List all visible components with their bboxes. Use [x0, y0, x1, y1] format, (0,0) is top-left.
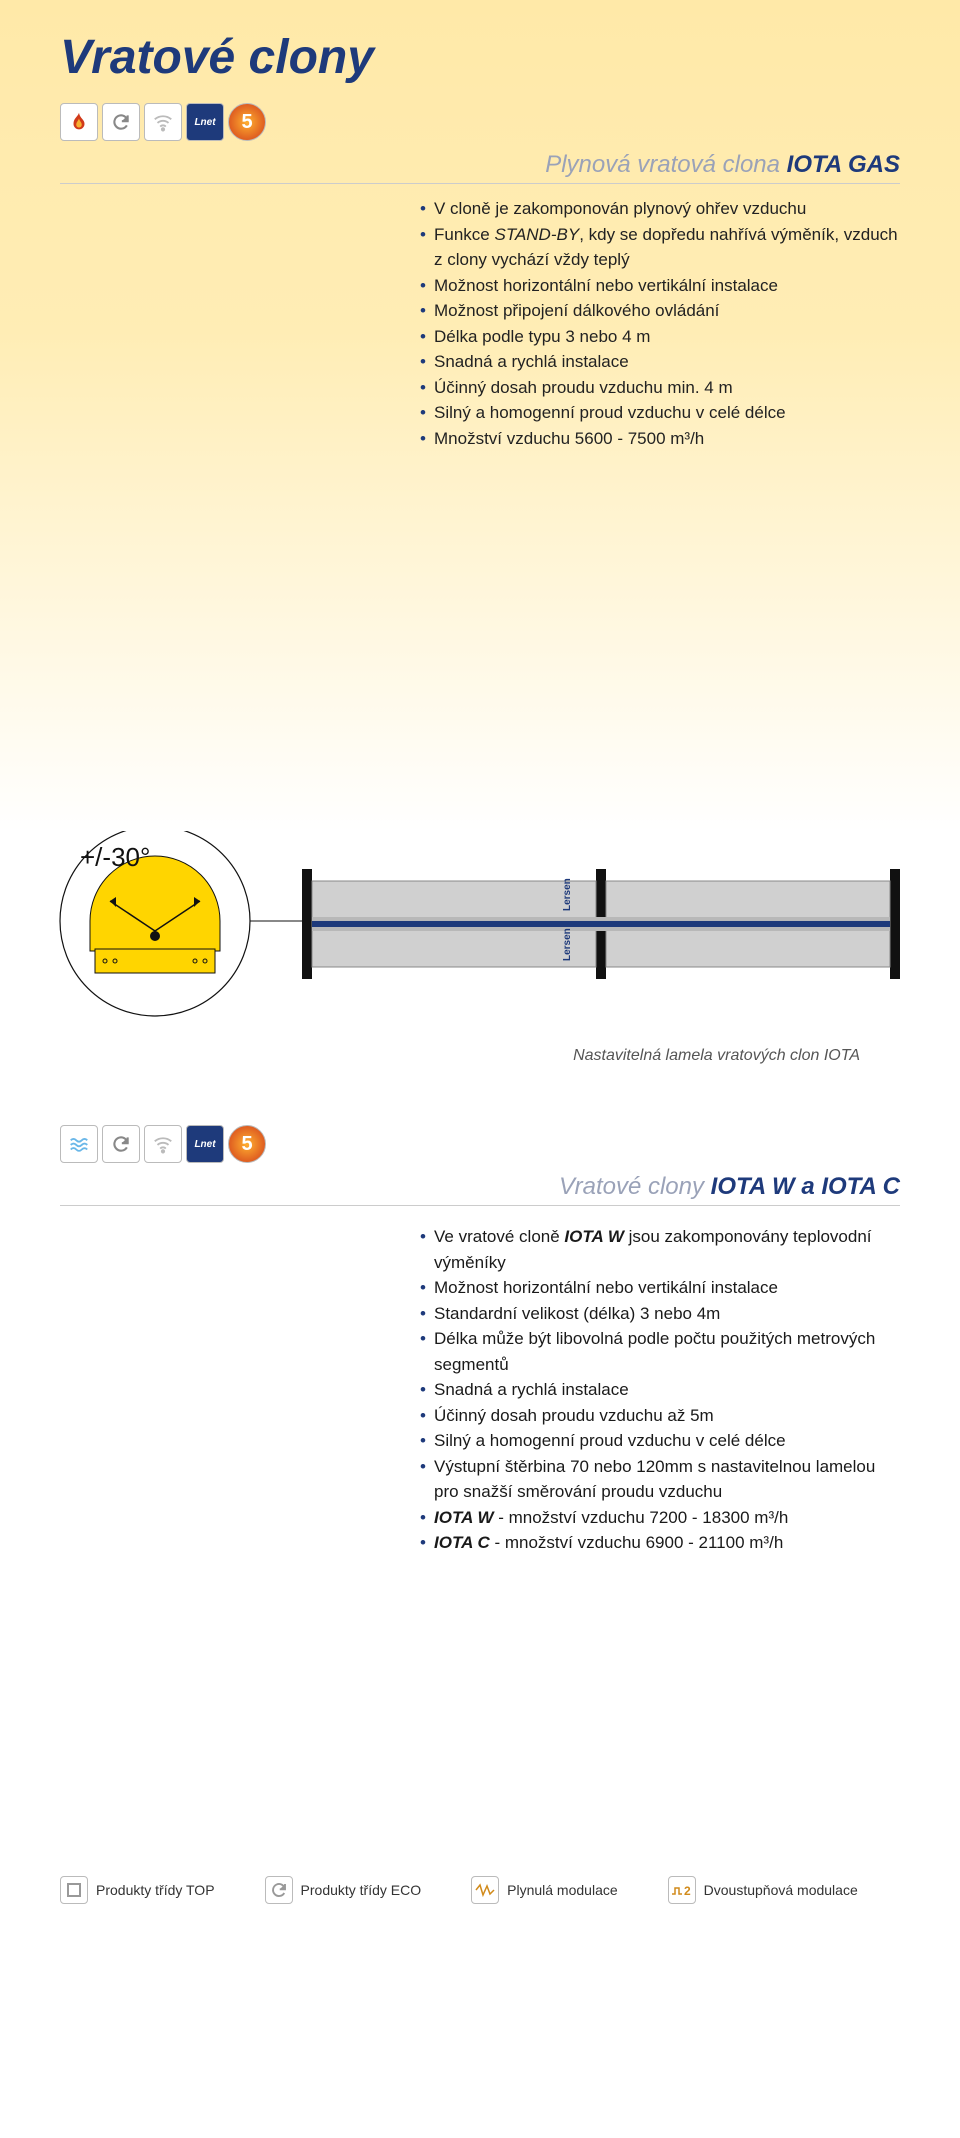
bullet-item: IOTA W - množství vzduchu 7200 - 18300 m… [420, 1505, 900, 1531]
svg-text:2: 2 [684, 1884, 691, 1898]
section1-subtitle: Plynová vratová clona IOTA GAS [60, 151, 900, 184]
footer-item: 2 Dvoustupňová modulace [668, 1876, 858, 1904]
warranty-5-icon: 5 [228, 1125, 266, 1163]
subtitle-strong: IOTA GAS [787, 151, 900, 178]
bullet-item: Snadná a rychlá instalace [420, 349, 900, 375]
footer-legend: Produkty třídy TOP Produkty třídy ECO Pl… [0, 1856, 960, 1944]
bullet-item: Silný a homogenní proud vzduchu v celé d… [420, 1428, 900, 1454]
footer-label: Dvoustupňová modulace [704, 1882, 858, 1898]
water-waves-icon [60, 1125, 98, 1163]
wifi-icon [144, 103, 182, 141]
top-class-icon [60, 1876, 88, 1904]
bullet-item: V cloně je zakomponován plynový ohřev vz… [420, 196, 900, 222]
bullet-item: Účinný dosah proudu vzduchu min. 4 m [420, 375, 900, 401]
lnet-icon: Lnet [186, 103, 224, 141]
lnet-icon: Lnet [186, 1125, 224, 1163]
bullet-item: Ve vratové cloně IOTA W jsou zakomponová… [420, 1224, 900, 1275]
lamela-diagram: +/-30° Lersen Lersen [50, 831, 910, 1031]
subtitle-strong: IOTA W a IOTA C [711, 1173, 900, 1200]
footer-label: Produkty třídy ECO [301, 1882, 422, 1898]
bullet-item: Výstupní štěrbina 70 nebo 120mm s nastav… [420, 1454, 900, 1505]
section2-bullets: Ve vratové cloně IOTA W jsou zakomponová… [420, 1224, 900, 1556]
page: Vratové clony Lnet 5 Plynová vratová clo… [0, 0, 960, 1944]
icon-row-2: Lnet 5 [60, 1125, 900, 1163]
bullet-item: Účinný dosah proudu vzduchu až 5m [420, 1403, 900, 1429]
bullet-item: Množství vzduchu 5600 - 7500 m³/h [420, 426, 900, 452]
angle-label: +/-30° [80, 842, 150, 872]
bullet-item: Délka může být libovolná podle počtu pou… [420, 1326, 900, 1377]
warranty-5-icon: 5 [228, 103, 266, 141]
bullet-item: Silný a homogenní proud vzduchu v celé d… [420, 400, 900, 426]
icon-row-1: Lnet 5 [60, 103, 900, 141]
footer-label: Produkty třídy TOP [96, 1882, 215, 1898]
smooth-modulation-icon [471, 1876, 499, 1904]
footer-label: Plynulá modulace [507, 1882, 618, 1898]
hero-section: Vratové clony Lnet 5 Plynová vratová clo… [0, 0, 960, 831]
section2-subtitle: Vratové clony IOTA W a IOTA C [60, 1173, 900, 1206]
svg-text:Lersen: Lersen [562, 928, 573, 961]
two-stage-icon: 2 [668, 1876, 696, 1904]
section2: Lnet 5 Vratové clony IOTA W a IOTA C Ve … [0, 1125, 960, 1856]
bullet-item: Možnost horizontální nebo vertikální ins… [420, 273, 900, 299]
bullet-item: Funkce STAND-BY, kdy se dopředu nahřívá … [420, 222, 900, 273]
refresh-icon [102, 103, 140, 141]
section1-bullets: V cloně je zakomponován plynový ohřev vz… [420, 196, 900, 451]
bullet-item: Standardní velikost (délka) 3 nebo 4m [420, 1301, 900, 1327]
subtitle-prefix: Vratové clony [559, 1173, 711, 1200]
bullet-item: Možnost připojení dálkového ovládání [420, 298, 900, 324]
footer-item: Produkty třídy ECO [265, 1876, 422, 1904]
svg-text:Lersen: Lersen [562, 878, 573, 911]
bullet-item: Délka podle typu 3 nebo 4 m [420, 324, 900, 350]
footer-item: Produkty třídy TOP [60, 1876, 215, 1904]
diagram-area: +/-30° Lersen Lersen Nastavitelná lamela… [0, 831, 960, 1065]
refresh-icon [102, 1125, 140, 1163]
bullet-item: Snadná a rychlá instalace [420, 1377, 900, 1403]
bullet-item: IOTA C - množství vzduchu 6900 - 21100 m… [420, 1530, 900, 1556]
subtitle-prefix: Plynová vratová clona [545, 151, 786, 178]
footer-item: Plynulá modulace [471, 1876, 618, 1904]
page-title: Vratové clony [60, 30, 900, 85]
diagram-caption: Nastavitelná lamela vratových clon IOTA [40, 1047, 860, 1065]
eco-refresh-icon [265, 1876, 293, 1904]
wifi-icon [144, 1125, 182, 1163]
flame-icon [60, 103, 98, 141]
bullet-item: Možnost horizontální nebo vertikální ins… [420, 1275, 900, 1301]
